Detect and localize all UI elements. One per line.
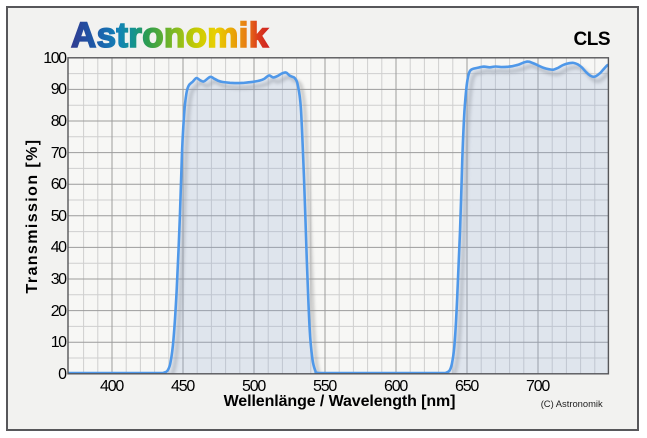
svg-text:Astronomik: Astronomik bbox=[71, 16, 269, 55]
